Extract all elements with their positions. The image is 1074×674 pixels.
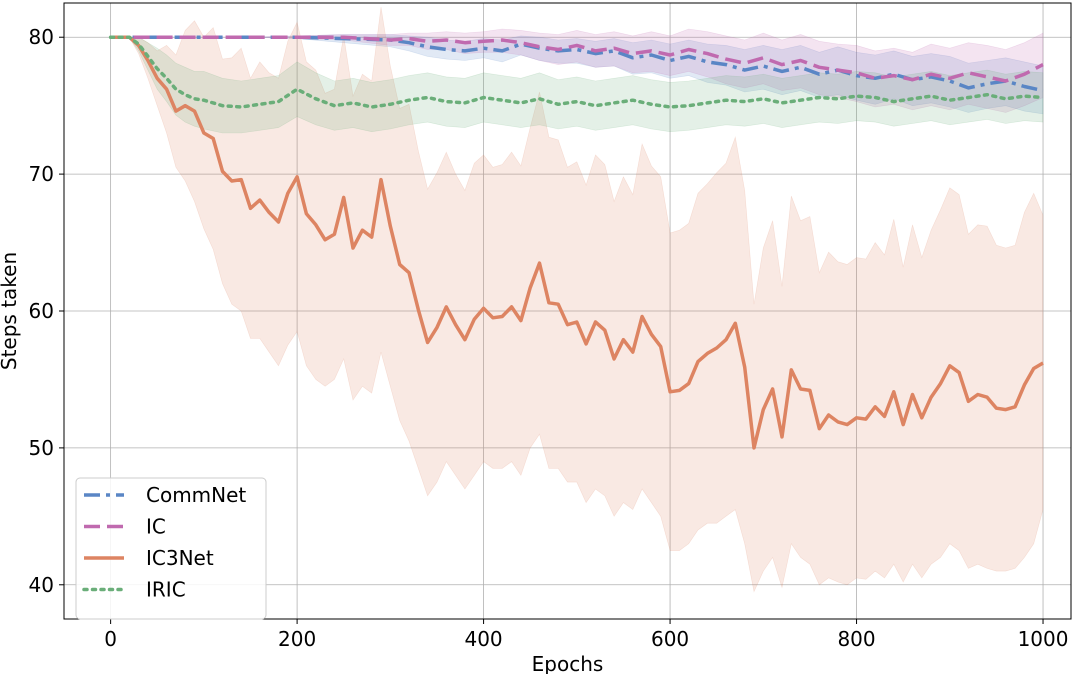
legend: CommNet IC IC3Net IRIC: [75, 477, 267, 620]
ic3net-band: [110, 7, 1044, 593]
x-tick-label: 600: [651, 627, 689, 651]
legend-box: [75, 477, 267, 620]
x-axis-title: Epochs: [532, 652, 604, 674]
y-tick-label: 50: [29, 436, 54, 460]
commnet-band: [110, 34, 1044, 115]
x-tick-label: 0: [104, 627, 117, 651]
y-axis-ticks: 40 50 60 70 80: [29, 25, 64, 597]
commnet-legend-label: CommNet: [146, 483, 246, 507]
iric-legend-label: IRIC: [146, 578, 186, 602]
y-tick-label: 70: [29, 162, 54, 186]
confidence-bands: [110, 7, 1044, 593]
y-tick-label: 80: [29, 25, 54, 49]
ic-line: [110, 35, 1044, 83]
ic3net-legend-label: IC3Net: [146, 546, 214, 570]
y-tick-label: 60: [29, 299, 54, 323]
ic-legend-label: IC: [146, 515, 166, 539]
series-lines: [108, 35, 1045, 450]
x-axis-ticks: 0 200 400 600 800 1000: [104, 619, 1068, 651]
iric-line: [108, 35, 1045, 109]
x-tick-label: 1000: [1018, 627, 1069, 651]
iric-band: [110, 36, 1044, 134]
x-tick-label: 400: [464, 627, 502, 651]
x-tick-label: 200: [278, 627, 316, 651]
y-tick-label: 40: [29, 573, 54, 597]
x-tick-label: 800: [837, 627, 875, 651]
y-axis-title: Steps taken: [0, 252, 21, 370]
ic3net-line: [110, 35, 1044, 450]
